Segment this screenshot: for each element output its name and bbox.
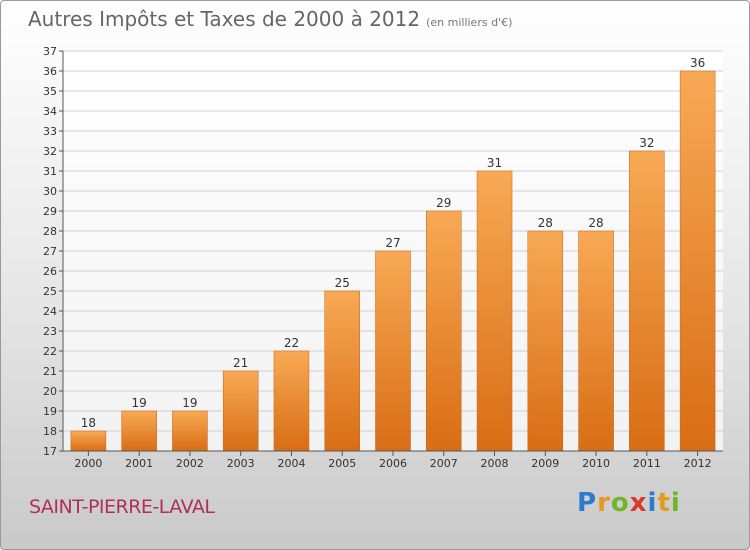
logo-letter: o [610, 488, 630, 518]
logo-letter: i [647, 488, 658, 518]
x-tick-label: 2010 [582, 457, 610, 470]
bar-value-label: 22 [284, 336, 299, 350]
logo-letter: P [577, 488, 598, 518]
bar [324, 290, 360, 452]
y-tick-label: 33 [43, 125, 57, 138]
y-tick-label: 21 [43, 365, 57, 378]
y-tick-label: 37 [43, 45, 57, 58]
bar-value-label: 27 [385, 236, 400, 250]
chart-title-text: Autres Impôts et Taxes de 2000 à 2012 [28, 7, 421, 31]
chart-title: Autres Impôts et Taxes de 2000 à 2012 (en… [28, 7, 512, 31]
y-tick-label: 22 [43, 345, 57, 358]
y-tick-label: 30 [43, 185, 57, 198]
x-tick-label: 2001 [125, 457, 153, 470]
bar-value-label: 28 [588, 216, 603, 230]
bar [426, 210, 462, 452]
bar-value-label: 19 [182, 396, 197, 410]
bar-value-label: 19 [132, 396, 147, 410]
x-tick-label: 2011 [633, 457, 661, 470]
x-tick-label: 2006 [379, 457, 407, 470]
x-tick-label: 2008 [481, 457, 509, 470]
bar-value-label: 29 [436, 196, 451, 210]
bar-value-label: 28 [538, 216, 553, 230]
logo-letter: t [657, 488, 671, 518]
commune-name: SAINT-PIERRE-LAVAL [29, 496, 215, 518]
y-tick-label: 27 [43, 245, 57, 258]
bar [679, 70, 716, 452]
logo-letter: x [629, 488, 648, 518]
bar-value-label: 25 [335, 276, 350, 290]
logo-letter: i [670, 488, 681, 518]
bar-value-label: 18 [81, 416, 96, 430]
x-tick-label: 2003 [227, 457, 255, 470]
y-tick-label: 36 [43, 65, 57, 78]
y-tick-label: 19 [43, 405, 57, 418]
x-tick-label: 2012 [684, 457, 712, 470]
y-tick-label: 25 [43, 285, 57, 298]
x-tick-label: 2007 [430, 457, 458, 470]
bar-value-label: 32 [639, 136, 654, 150]
y-tick-label: 26 [43, 265, 57, 278]
x-tick-label: 2009 [531, 457, 559, 470]
proxiti-logo: Proxiti [577, 488, 681, 518]
bar [578, 230, 614, 452]
bar-value-label: 21 [233, 356, 248, 370]
x-tick-label: 2002 [176, 457, 204, 470]
logo-letter: r [597, 488, 611, 518]
y-tick-label: 31 [43, 165, 57, 178]
y-tick-label: 28 [43, 225, 57, 238]
y-tick-label: 18 [43, 425, 57, 438]
y-tick-label: 32 [43, 145, 57, 158]
bar [70, 430, 107, 452]
y-tick-label: 35 [43, 85, 57, 98]
bar-value-label: 36 [690, 56, 705, 70]
y-tick-label: 20 [43, 385, 57, 398]
bar [121, 410, 157, 452]
y-tick-label: 29 [43, 205, 57, 218]
bar [375, 250, 411, 452]
bar [629, 150, 665, 452]
y-tick-label: 24 [43, 305, 57, 318]
x-tick-label: 2005 [328, 457, 356, 470]
y-tick-label: 34 [43, 105, 57, 118]
y-tick-label: 23 [43, 325, 57, 338]
y-tick-label: 17 [43, 445, 57, 458]
x-tick-label: 2004 [277, 457, 305, 470]
bar-value-label: 31 [487, 156, 502, 170]
chart-subtitle: (en milliers d'€) [426, 16, 513, 29]
bar [527, 230, 564, 452]
bar [273, 350, 310, 452]
x-tick-label: 2000 [74, 457, 102, 470]
bar [476, 170, 513, 452]
bar [222, 370, 259, 452]
bar [172, 410, 208, 452]
